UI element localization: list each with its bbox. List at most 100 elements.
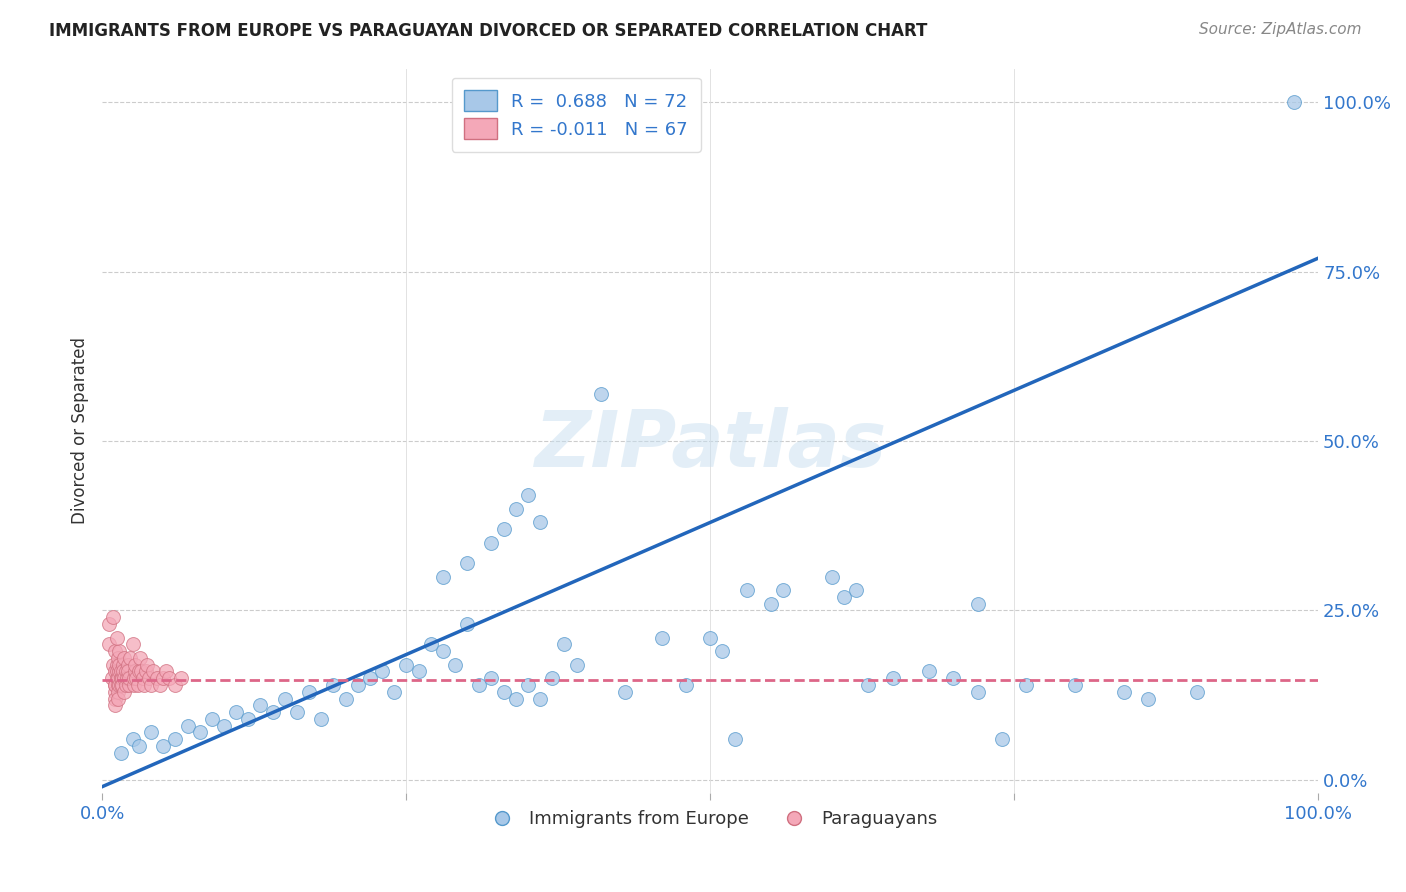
Point xyxy=(112,671,135,685)
Point xyxy=(136,657,159,672)
Point xyxy=(117,665,139,679)
Point xyxy=(110,678,132,692)
Point xyxy=(201,712,224,726)
Point xyxy=(492,522,515,536)
Point xyxy=(129,651,152,665)
Point xyxy=(322,678,344,692)
Point xyxy=(966,597,988,611)
Point xyxy=(165,678,187,692)
Y-axis label: Divorced or Separated: Divorced or Separated xyxy=(72,337,89,524)
Point xyxy=(285,705,308,719)
Point xyxy=(432,569,454,583)
Point xyxy=(108,678,131,692)
Point xyxy=(274,691,297,706)
Point xyxy=(759,597,782,611)
Point xyxy=(918,665,941,679)
Point xyxy=(505,501,527,516)
Point xyxy=(104,644,127,658)
Point xyxy=(110,671,132,685)
Point xyxy=(589,386,612,401)
Point xyxy=(128,739,150,753)
Point xyxy=(505,691,527,706)
Point xyxy=(711,644,734,658)
Point xyxy=(298,684,321,698)
Point xyxy=(107,678,129,692)
Point xyxy=(118,671,141,685)
Point xyxy=(104,684,127,698)
Point xyxy=(152,671,174,685)
Point xyxy=(188,725,211,739)
Point xyxy=(104,678,127,692)
Point xyxy=(104,698,127,713)
Point xyxy=(309,712,332,726)
Point xyxy=(111,678,134,692)
Point xyxy=(112,657,135,672)
Point xyxy=(138,671,160,685)
Point xyxy=(139,725,162,739)
Point xyxy=(1282,95,1305,110)
Point xyxy=(122,671,145,685)
Point xyxy=(991,732,1014,747)
Point xyxy=(157,671,180,685)
Point xyxy=(238,712,260,726)
Point xyxy=(858,678,880,692)
Point xyxy=(565,657,588,672)
Point xyxy=(382,684,405,698)
Point xyxy=(114,678,136,692)
Point xyxy=(120,651,142,665)
Point xyxy=(118,678,141,692)
Point xyxy=(105,657,128,672)
Point xyxy=(723,732,745,747)
Point xyxy=(492,684,515,698)
Text: ZIPatlas: ZIPatlas xyxy=(534,408,886,483)
Point xyxy=(468,678,491,692)
Point xyxy=(111,671,134,685)
Point xyxy=(105,631,128,645)
Point xyxy=(516,488,538,502)
Point xyxy=(107,651,129,665)
Point xyxy=(142,665,165,679)
Point xyxy=(124,665,146,679)
Point xyxy=(262,705,284,719)
Point xyxy=(112,651,135,665)
Point xyxy=(651,631,673,645)
Point xyxy=(675,678,697,692)
Point xyxy=(225,705,247,719)
Text: Source: ZipAtlas.com: Source: ZipAtlas.com xyxy=(1198,22,1361,37)
Point xyxy=(101,671,124,685)
Point xyxy=(553,637,575,651)
Point xyxy=(432,644,454,658)
Point xyxy=(481,535,503,549)
Point xyxy=(112,665,135,679)
Point xyxy=(165,732,187,747)
Point xyxy=(1185,684,1208,698)
Point xyxy=(699,631,721,645)
Point xyxy=(110,665,132,679)
Point xyxy=(131,665,153,679)
Point xyxy=(121,732,143,747)
Point xyxy=(1112,684,1135,698)
Point xyxy=(110,746,132,760)
Point xyxy=(125,671,148,685)
Point xyxy=(103,610,125,624)
Point xyxy=(108,657,131,672)
Point xyxy=(1064,678,1087,692)
Point xyxy=(105,671,128,685)
Point xyxy=(108,644,131,658)
Point xyxy=(845,583,868,598)
Point xyxy=(135,665,157,679)
Point xyxy=(966,684,988,698)
Point xyxy=(772,583,794,598)
Point xyxy=(148,678,170,692)
Point xyxy=(108,665,131,679)
Point xyxy=(114,665,136,679)
Point xyxy=(541,671,564,685)
Legend: Immigrants from Europe, Paraguayans: Immigrants from Europe, Paraguayans xyxy=(477,803,945,835)
Point xyxy=(249,698,271,713)
Point xyxy=(122,678,145,692)
Point xyxy=(821,569,844,583)
Point xyxy=(107,691,129,706)
Point xyxy=(132,678,155,692)
Point xyxy=(128,665,150,679)
Point xyxy=(942,671,965,685)
